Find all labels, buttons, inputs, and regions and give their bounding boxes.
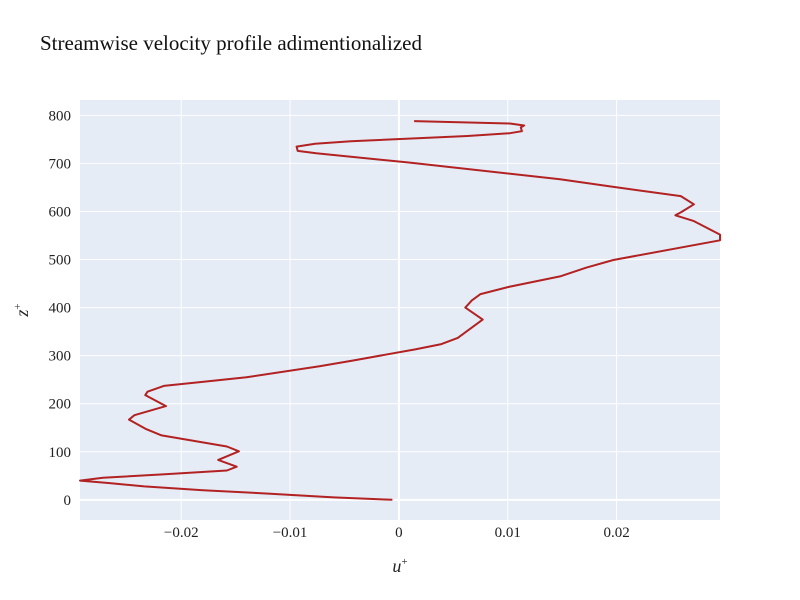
chart-title: Streamwise velocity profile adimentional… xyxy=(40,31,422,55)
y-tick-label: 600 xyxy=(49,204,72,220)
x-tick-label: 0.01 xyxy=(495,525,521,541)
x-axis-label: u+ xyxy=(392,556,407,576)
x-tick-label: 0 xyxy=(395,525,403,541)
y-tick-label: 800 xyxy=(49,108,72,124)
series-line xyxy=(79,120,721,501)
plot-area xyxy=(80,100,720,520)
y-tick-label: 200 xyxy=(49,397,72,413)
x-tick-label: −0.02 xyxy=(164,525,199,541)
x-axis-ticks: −0.02 −0.01 0 0.01 0.02 xyxy=(164,525,630,541)
x-tick-label: −0.01 xyxy=(273,525,308,541)
series-group xyxy=(79,120,721,501)
y-tick-label: 400 xyxy=(49,301,72,317)
y-tick-label: 100 xyxy=(49,445,72,461)
y-tick-label: 500 xyxy=(49,253,72,269)
y-axis-label: z+ xyxy=(12,303,32,317)
x-tick-label: 0.02 xyxy=(603,525,629,541)
y-tick-label: 0 xyxy=(64,493,72,509)
y-tick-label: 300 xyxy=(49,349,72,365)
y-tick-label: 700 xyxy=(49,156,72,172)
y-axis-ticks: 0 100 200 300 400 500 600 700 800 xyxy=(49,108,72,508)
